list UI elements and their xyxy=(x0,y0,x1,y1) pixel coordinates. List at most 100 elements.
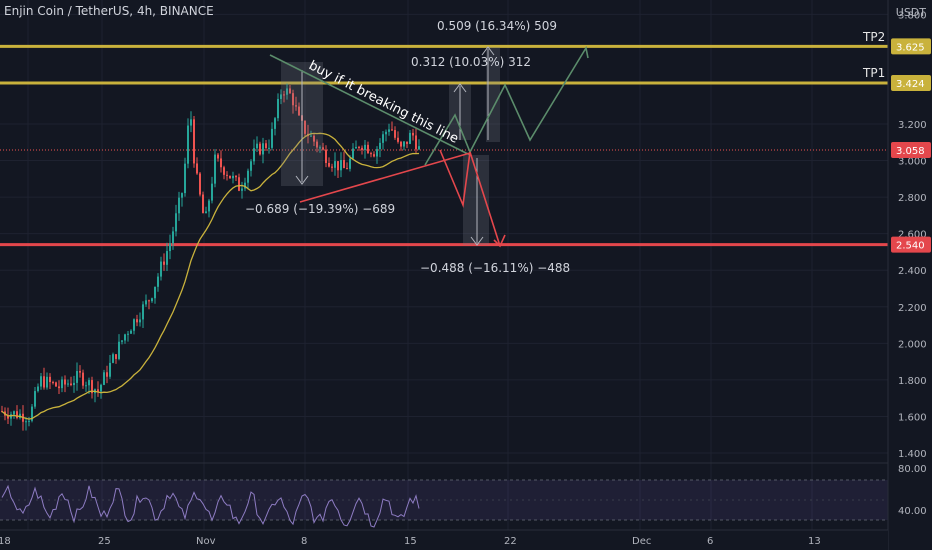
candle-body xyxy=(160,261,162,277)
price-tick-label: 2.400 xyxy=(898,266,927,277)
candle-body xyxy=(85,385,87,387)
candle-body xyxy=(352,148,354,159)
candle-body xyxy=(136,319,138,323)
candle-body xyxy=(385,131,387,135)
measure-arrow-left xyxy=(295,70,309,185)
candle-body xyxy=(229,175,231,179)
candle-body xyxy=(202,194,204,214)
candle-body xyxy=(82,372,84,386)
upper-measure-label: 0.509 (16.34%) 509 xyxy=(437,19,557,33)
candle-body xyxy=(250,161,252,171)
candle-body xyxy=(334,161,336,168)
bearish-projection xyxy=(439,149,501,247)
price-axis: 4.0003.8003.2003.0002.8002.6002.4002.200… xyxy=(887,0,932,550)
candle-body xyxy=(55,382,57,387)
left-measure-label: −0.689 (−19.39%) −689 xyxy=(245,202,395,216)
price-tick-label: 1.400 xyxy=(898,449,927,460)
candle-body xyxy=(214,154,216,184)
price-badge xyxy=(891,141,931,158)
candle-body xyxy=(34,391,36,407)
candle-body xyxy=(31,406,33,421)
candle-body xyxy=(271,128,273,148)
candle-body xyxy=(37,386,39,392)
time-tick-label: 18 xyxy=(0,536,11,547)
price-tick-label: 1.600 xyxy=(898,412,927,423)
candle-body xyxy=(340,160,342,171)
candle-body xyxy=(364,144,366,150)
candle-body xyxy=(325,149,327,163)
candle-body xyxy=(382,134,384,143)
time-tick-label: 13 xyxy=(808,536,821,547)
time-tick-label: Dec xyxy=(632,536,651,547)
candle-body xyxy=(196,163,198,174)
price-tick-label: 2.200 xyxy=(898,303,927,314)
candle-body xyxy=(412,132,414,136)
candle-body xyxy=(262,143,264,155)
candle-body xyxy=(418,146,420,150)
candle-body xyxy=(244,182,246,189)
candle-body xyxy=(223,167,225,175)
candle-body xyxy=(49,376,51,383)
candle-body xyxy=(40,376,42,387)
price-tick-label: 3.800 xyxy=(898,10,927,21)
candle-body xyxy=(337,161,339,171)
price-tick-label: 2.800 xyxy=(898,193,927,204)
candle-body xyxy=(280,94,282,99)
candle-body xyxy=(376,149,378,157)
candle-body xyxy=(388,129,390,132)
level-lines xyxy=(0,44,888,247)
candle-body xyxy=(88,380,90,386)
candle-body xyxy=(226,174,228,176)
tp1-label: TP1 xyxy=(862,66,885,80)
tp2-label: TP2 xyxy=(862,30,885,44)
candle-body xyxy=(361,147,363,150)
candle-body xyxy=(103,372,105,385)
candle-body xyxy=(322,147,324,150)
candle-body xyxy=(328,162,330,167)
candle-body xyxy=(154,286,156,299)
candle-body xyxy=(118,341,120,359)
measure-arrow-mid xyxy=(453,83,467,140)
symbol-title: Enjin Coin / TetherUS, 4h, BINANCE xyxy=(4,4,214,18)
candle-body xyxy=(70,383,72,386)
moving-average-line xyxy=(1,132,420,420)
candle-body xyxy=(142,304,144,320)
candle-body xyxy=(355,146,357,149)
candle-body xyxy=(1,410,3,412)
mid-measure-label: 0.312 (10.03%) 312 xyxy=(411,55,531,69)
candle-body xyxy=(295,105,297,107)
candle-body xyxy=(220,158,222,168)
time-tick-label: 15 xyxy=(404,536,417,547)
candle-body xyxy=(199,173,201,195)
candle-body xyxy=(304,120,306,134)
projection-drawings xyxy=(269,45,589,248)
candle-body xyxy=(370,153,372,155)
candle-body xyxy=(139,319,141,323)
time-axis-background xyxy=(0,530,888,550)
candle-body xyxy=(166,251,168,265)
candle-body xyxy=(208,200,210,212)
currency-label[interactable]: USDT xyxy=(895,6,926,19)
candle-body xyxy=(172,231,174,244)
candle-body xyxy=(238,177,240,191)
candle-body xyxy=(265,143,267,148)
candle-body xyxy=(67,383,69,385)
candle-body xyxy=(184,163,186,194)
lower-measure-label: −0.488 (−16.11%) −488 xyxy=(420,261,570,275)
resistance-trendline xyxy=(269,54,471,156)
candle-body xyxy=(52,382,54,384)
candle-body xyxy=(406,141,408,144)
price-badge-label: 3.424 xyxy=(896,79,925,90)
candle-body xyxy=(193,119,195,164)
candle-body xyxy=(145,300,147,305)
candle-body xyxy=(331,166,333,168)
candle-body xyxy=(217,154,219,159)
candle-body xyxy=(211,183,213,201)
candle-body xyxy=(316,141,318,148)
candle-body xyxy=(391,129,393,131)
candle-body xyxy=(61,379,63,389)
candle-body xyxy=(28,420,30,422)
candle-body xyxy=(121,340,123,342)
candle-body xyxy=(319,147,321,149)
